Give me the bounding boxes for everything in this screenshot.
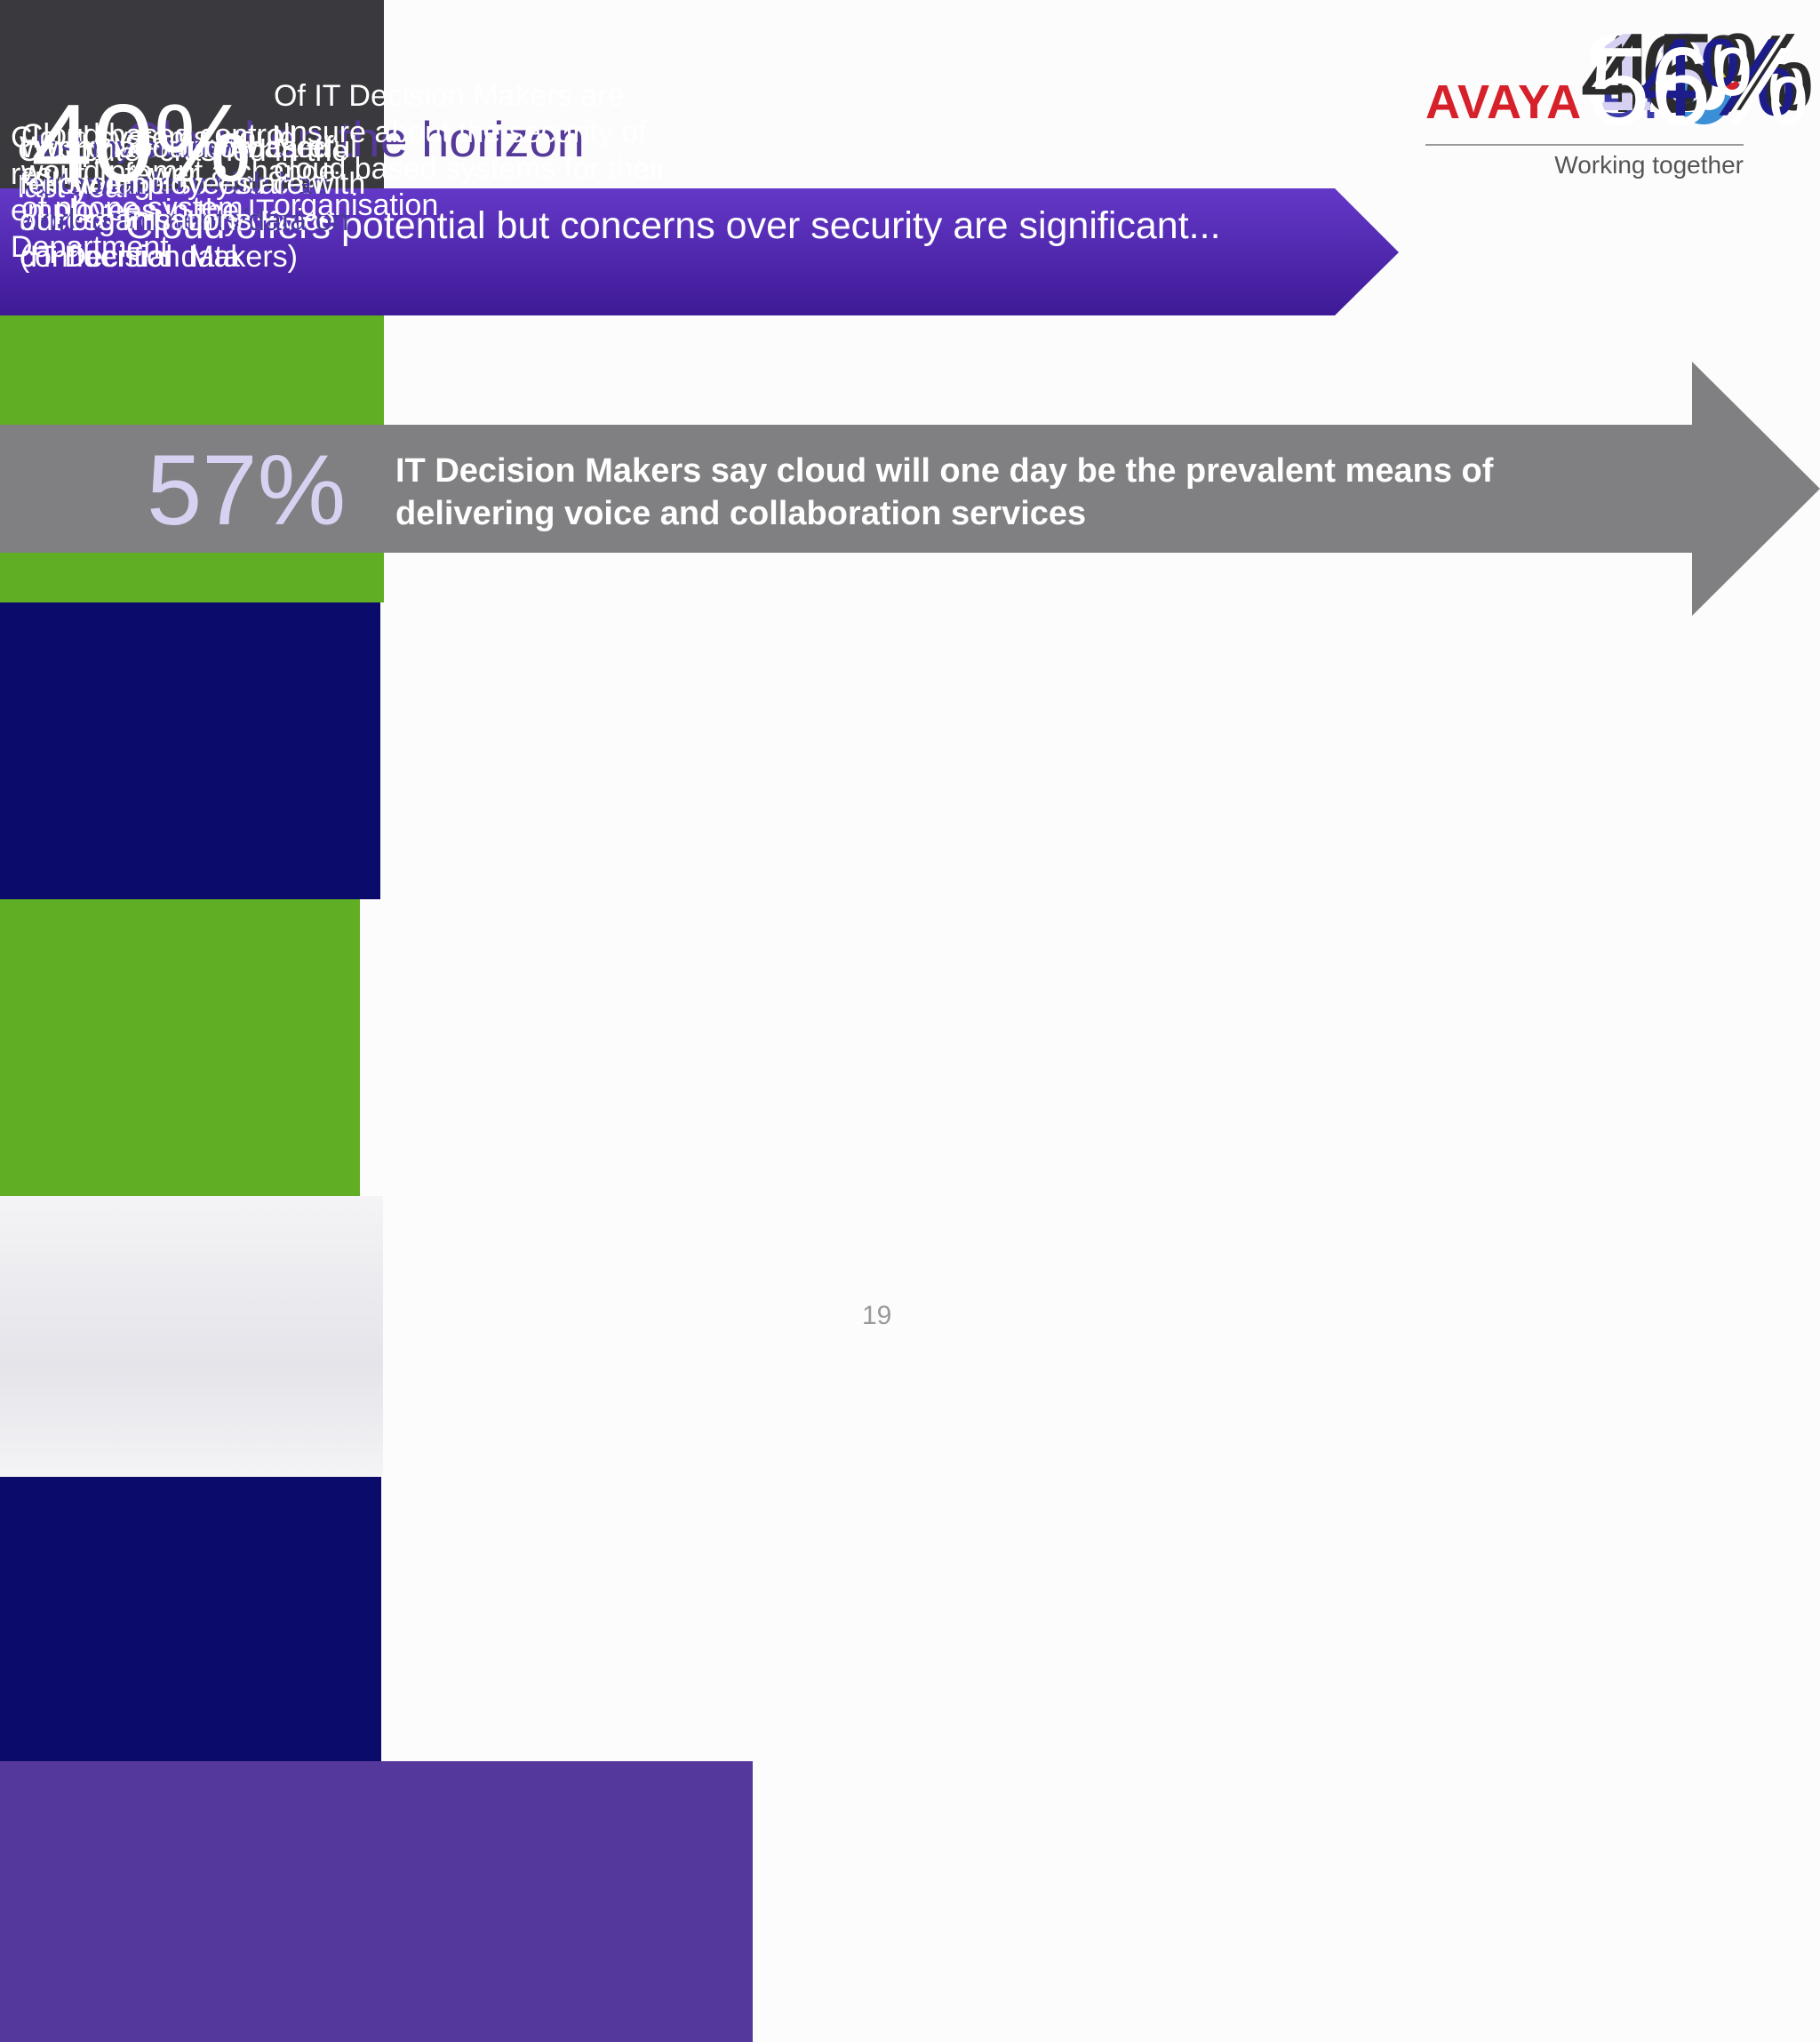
text-line: Of IT Decision Makers are <box>274 79 625 113</box>
text-line: cloud based systems for their <box>274 152 667 186</box>
text-line: Department <box>11 230 169 264</box>
stat-tile: 40% Of IT Decision Makers are unsure about… <box>0 79 753 2042</box>
text-line: organisation <box>274 188 439 222</box>
tile-text: I worry about how careful fellow employee… <box>20 130 365 275</box>
stat-tile: 45% Cloud systems would result in fewer emp… <box>0 18 1815 1196</box>
stat-tile: 4% I lost my phone/laptop/tablet which ha… <box>0 23 1797 1477</box>
avaya-logo: AVAYA <box>1425 76 1583 129</box>
subtitle-arrow <box>0 188 1399 315</box>
text-line: file storage so you can <box>20 167 323 201</box>
tile-stat: 45% <box>1593 12 1815 134</box>
text-line: Would like cloud based <box>20 131 331 164</box>
tile-stat: 13% <box>1593 12 1815 134</box>
stat-tile: 82% Would like cloud based file storage so… <box>0 0 1804 303</box>
bt-logo: BT <box>1601 76 1665 129</box>
text-line: fellow employees are with <box>20 167 366 201</box>
banner-text: IT Decision Makers say cloud will one da… <box>395 450 1493 535</box>
text-line: work documents/data on <box>20 203 349 237</box>
text-line: access from any device <box>20 203 336 237</box>
text-line: unsure about the security of <box>274 116 647 149</box>
stat-tile: 13% Cloud based control would prompt a cha… <box>0 18 1815 899</box>
text-line: would prompt a change <box>21 155 336 188</box>
tile-stat: 82% <box>1583 13 1804 136</box>
text-line: (IT Decision Makers) <box>20 240 298 274</box>
bt-globe <box>1677 63 1739 124</box>
text-line: Cloud based control <box>21 118 291 152</box>
page-number: 19 <box>862 1301 892 1330</box>
tagline: Working together <box>1554 151 1744 179</box>
text-line: last year <box>18 171 132 204</box>
text-line: of phone system <box>21 191 243 225</box>
text-line: IT Decision Makers say cloud will one da… <box>395 452 1494 490</box>
text-line: confidential data <box>20 240 240 274</box>
tile-text: Cloud systems would result in fewer employ… <box>11 120 296 266</box>
text-line: I lost my phone/ <box>20 131 234 164</box>
text-line: result in fewer <box>11 157 199 191</box>
tile-stat: 40% <box>31 83 252 205</box>
tile-text: Cloud based control would prompt a change… <box>21 117 335 227</box>
tile-text: Of IT Decision Makers are unsure about th… <box>274 78 667 224</box>
tile-stat: 4% <box>1637 17 1797 140</box>
subtitle: Cloud offers potential but concerns over… <box>125 204 1221 247</box>
title: Cloud on the horizon <box>125 111 585 167</box>
logo-rule <box>1425 144 1744 146</box>
text-line: our organisations <box>20 203 251 237</box>
banner-stat: 57% <box>147 435 347 546</box>
tile-stat: 56% <box>1588 26 1809 148</box>
tile-text: Computer crashed in the last year <box>18 133 348 206</box>
text-line: employees in the IT <box>11 194 275 227</box>
stat-tile: 56% I worry about how careful fellow emplo… <box>0 32 1809 1761</box>
tile-stat: 40% <box>1579 13 1800 136</box>
text-line: Cloud systems would <box>11 121 297 155</box>
text-line: laptop/tablet which had <box>20 167 329 201</box>
banner-arrow <box>0 362 1820 616</box>
text-line: delivering voice and collaboration servi… <box>395 495 1087 532</box>
tile-text: Would like cloud based file storage so yo… <box>20 130 335 275</box>
text-line: I worry about how careful <box>20 131 357 164</box>
text-line: Computer crashed in the <box>18 134 349 168</box>
tile-text: I lost my phone/laptop/tablet which had w… <box>20 130 348 239</box>
